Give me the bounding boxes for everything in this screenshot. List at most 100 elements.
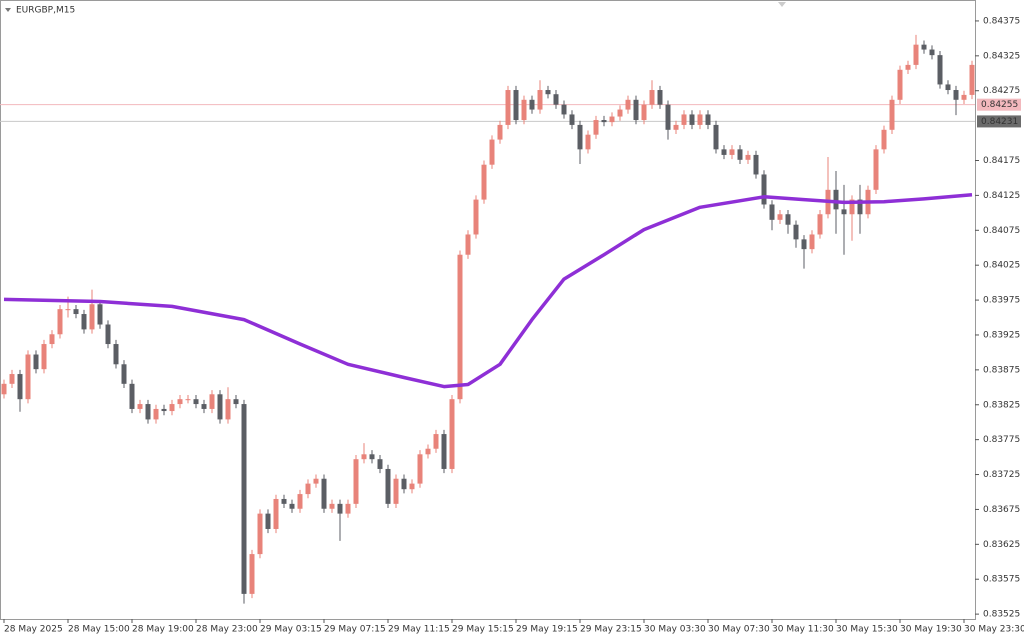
x-tick-label: 30 May 23:30 (964, 625, 1024, 635)
candle-body (81, 314, 87, 330)
candle-body (641, 104, 647, 121)
candle-body (969, 64, 975, 95)
x-tick-label: 29 May 23:15 (580, 625, 642, 635)
candle-body (257, 513, 263, 555)
candle-body (417, 454, 423, 484)
y-tick-label: 0.83775 (983, 435, 1020, 445)
candle-body (593, 120, 599, 135)
candle-body (425, 448, 431, 455)
candle-body (897, 69, 903, 100)
candle-body (361, 454, 367, 460)
shift-marker (778, 2, 786, 7)
candle-body (201, 404, 207, 409)
candle-body (785, 214, 791, 225)
candle-body (177, 399, 183, 405)
candle-body (681, 114, 687, 125)
y-tick-label: 0.83725 (983, 470, 1020, 480)
y-tick-label: 0.83925 (983, 330, 1020, 340)
candle-body (289, 503, 295, 509)
candle-body (33, 354, 39, 370)
candle-body (833, 189, 839, 210)
candle-body (49, 334, 55, 345)
candle-body (497, 124, 503, 140)
candle-body (225, 399, 231, 420)
candle-body (873, 149, 879, 190)
candle-body (737, 149, 743, 160)
candle-body (153, 408, 159, 420)
candle-body (697, 114, 703, 125)
y-tick-label: 0.84175 (983, 156, 1020, 166)
candle-body (817, 214, 823, 235)
candle-body (537, 90, 543, 110)
candle-body (929, 49, 935, 56)
candle-body (713, 124, 719, 150)
candle-body (961, 94, 967, 100)
candle-body (73, 309, 79, 315)
candle-body (489, 139, 495, 165)
candle-body (905, 64, 911, 70)
candle-body (313, 478, 319, 484)
candle-body (889, 99, 895, 130)
candle-body (601, 120, 607, 123)
candle-body (529, 99, 535, 110)
candle-body (569, 114, 575, 125)
candle-body (337, 503, 343, 514)
candle-body (393, 478, 399, 504)
x-tick-label: 30 May 03:30 (644, 625, 706, 635)
candle-body (577, 124, 583, 150)
candle-body (129, 383, 135, 409)
candle-body (585, 134, 591, 150)
candle-body (329, 503, 335, 509)
price-label: 0.84255 (981, 100, 1018, 110)
x-tick-label: 28 May 2025 (4, 625, 63, 635)
candle-body (945, 84, 951, 91)
x-tick-label: 29 May 07:15 (324, 625, 386, 635)
candle-body (217, 394, 223, 420)
candle-body (401, 478, 407, 490)
y-tick-label: 0.84375 (983, 16, 1020, 26)
candle-body (609, 116, 615, 123)
candle-body (9, 374, 15, 384)
y-tick-label: 0.84275 (983, 86, 1020, 96)
candle-body (465, 234, 471, 255)
candle-body (553, 94, 559, 105)
y-tick-label: 0.83675 (983, 505, 1020, 515)
candle-body (769, 204, 775, 220)
candle-body (185, 399, 191, 401)
y-tick-label: 0.84025 (983, 261, 1020, 271)
candle-body (617, 109, 623, 117)
x-tick-label: 29 May 11:15 (388, 625, 450, 635)
x-tick-label: 30 May 19:30 (900, 625, 962, 635)
candle-body (433, 434, 439, 449)
candle-body (249, 554, 255, 594)
candle-body (625, 99, 631, 110)
candle-body (17, 374, 23, 400)
candle-body (913, 44, 919, 65)
candle-body (321, 478, 327, 509)
plot-frame (0, 0, 976, 620)
symbol-menu-icon[interactable] (5, 8, 11, 12)
candle-body (753, 154, 759, 175)
x-tick-label: 30 May 15:30 (836, 625, 898, 635)
candle-body (649, 90, 655, 105)
x-tick-label: 28 May 15:00 (68, 625, 130, 635)
y-tick-label: 0.83625 (983, 540, 1020, 550)
candle-body (473, 199, 479, 235)
candle-body (105, 324, 111, 345)
candle-body (457, 254, 463, 400)
candle-body (793, 224, 799, 240)
candle-body (921, 44, 927, 50)
y-tick-label: 0.83875 (983, 365, 1020, 375)
candle-body (305, 483, 311, 495)
candle-body (345, 503, 351, 514)
candle-body (385, 468, 391, 504)
y-tick-label: 0.84075 (983, 226, 1020, 236)
candle-body (881, 129, 887, 150)
x-tick-label: 30 May 11:30 (772, 625, 834, 635)
candle-body (937, 55, 943, 85)
y-tick-label: 0.83575 (983, 575, 1020, 585)
y-tick-label: 0.83825 (983, 400, 1020, 410)
candle-body (505, 90, 511, 125)
candle-body (513, 90, 519, 121)
